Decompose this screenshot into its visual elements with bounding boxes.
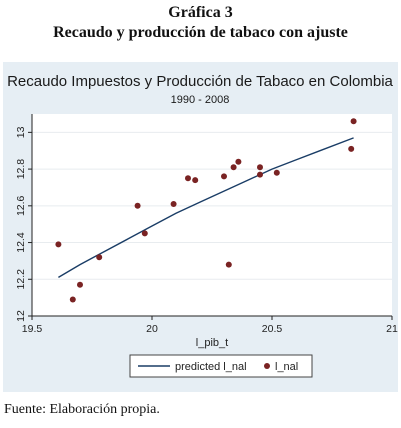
x-axis-label: l_pib_t — [196, 337, 228, 349]
scatter-point — [170, 201, 177, 207]
legend-box — [129, 354, 313, 378]
figure-label: Gráfica 3 — [168, 4, 233, 21]
chart-svg: Recaudo Impuestos y Producción de Tabaco… — [7, 73, 398, 378]
scatter-point — [141, 230, 148, 237]
y-tick-label: 12 — [15, 310, 27, 322]
y-tick-label: 12.4 — [15, 232, 27, 253]
scatter-point — [257, 164, 263, 171]
scatter-point — [192, 177, 199, 184]
y-tick-label: 12.8 — [15, 159, 27, 180]
chart-title: Recaudo Impuestos y Producción de Tabaco… — [7, 73, 393, 90]
scatter-point — [55, 241, 62, 248]
y-tick-label: 12.6 — [15, 195, 27, 216]
figure-caption: Recaudo y producción de tabaco con ajust… — [53, 24, 348, 41]
legend-label-predicted: predicted l_nal — [175, 361, 247, 373]
legend-point-swatch — [264, 363, 270, 369]
scatter-point — [235, 158, 242, 165]
series-line-predicted — [58, 137, 354, 279]
y-tick-label: 12.2 — [15, 269, 27, 290]
plot-area — [32, 114, 392, 316]
source-note: Fuente: Elaboración propia. — [4, 402, 160, 417]
scatter-point — [77, 281, 83, 288]
legend-label-observed: l_nal — [275, 361, 298, 373]
x-tick-label: 20.5 — [262, 323, 283, 335]
scatter-point — [96, 254, 103, 261]
x-tick-label: 21 — [386, 323, 398, 335]
scatter-point — [348, 145, 355, 152]
x-tick-label: 20 — [146, 323, 158, 335]
scatter-point — [185, 175, 191, 182]
scatter-point — [350, 118, 357, 125]
y-tick-label: 13 — [15, 126, 27, 138]
x-tick-label: 19.5 — [22, 323, 43, 335]
scatter-point — [273, 169, 280, 176]
scatter-point — [134, 202, 141, 209]
scatter-point — [230, 164, 237, 171]
scatter-point — [221, 173, 227, 180]
scatter-point — [225, 261, 232, 268]
chart-subtitle: 1990 - 2008 — [171, 94, 230, 106]
scatter-point — [69, 296, 76, 303]
scatter-point — [257, 171, 263, 178]
chart-panel: Recaudo Impuestos y Producción de Tabaco… — [3, 62, 398, 392]
